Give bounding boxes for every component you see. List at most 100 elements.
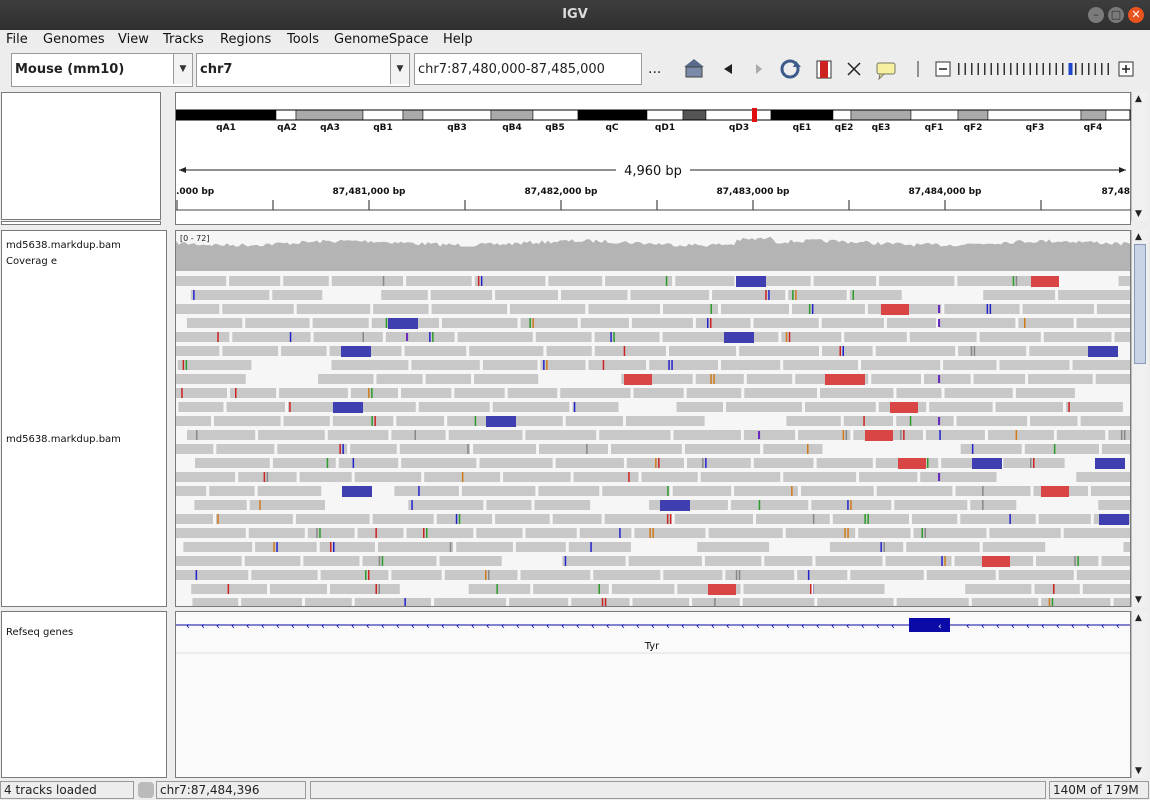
cytoband (850, 109, 912, 121)
read (956, 416, 1028, 426)
zoom-out-icon[interactable] (935, 61, 951, 77)
strand-arrow-icon: ‹ (891, 621, 895, 632)
maximize-icon[interactable]: □ (1108, 7, 1124, 23)
mismatch (1074, 556, 1076, 566)
read (548, 276, 603, 286)
coverage-track[interactable] (176, 236, 1130, 271)
header-scrollbar[interactable]: ▲ ▼ (1131, 92, 1148, 221)
mismatch (1053, 444, 1056, 454)
mismatch (449, 542, 452, 552)
mismatch (807, 444, 809, 454)
forward-icon[interactable] (756, 64, 762, 74)
insert-size-read (865, 430, 893, 441)
ruler-tick-label: 87,483,000 bp (717, 187, 791, 197)
status-memory: 140M of 179M (1049, 781, 1149, 799)
menu-tracks[interactable]: Tracks (163, 32, 204, 47)
read (704, 556, 762, 566)
read (255, 542, 317, 552)
cytoband-label: qB4 (502, 123, 522, 133)
minimize-icon[interactable]: – (1088, 7, 1104, 23)
close-icon[interactable]: ✕ (1128, 7, 1144, 23)
zoom-tick (977, 63, 979, 75)
genome-dropdown[interactable]: Mouse (mm10) ▼ (11, 53, 193, 87)
roi-icon[interactable] (816, 60, 832, 79)
menu-regions[interactable]: Regions (220, 32, 272, 47)
cytoband-label: qA3 (320, 123, 340, 133)
read (843, 416, 894, 426)
strand-arrow-icon: ‹ (546, 621, 550, 632)
cytoband-label: qC (605, 123, 618, 133)
menu-tools[interactable]: Tools (287, 32, 320, 47)
low-mapq-read (1095, 458, 1125, 469)
locus-input[interactable]: chr7:87,480,000-87,485,000 (414, 53, 642, 85)
read (763, 444, 823, 454)
read (925, 430, 985, 440)
zoom-in-icon[interactable] (1118, 61, 1134, 77)
mismatch (374, 416, 376, 426)
mismatch (455, 514, 458, 524)
fit-icon[interactable] (847, 62, 861, 76)
alignment-scrollbar[interactable]: ▲ ▼ (1131, 230, 1148, 607)
read (753, 458, 814, 468)
menu-file[interactable]: File (6, 32, 28, 47)
mismatch (765, 290, 767, 300)
read (357, 528, 404, 538)
alignment-name-panel: md5638.markdup.bam Coverag e md5638.mark… (1, 230, 167, 607)
mismatch (480, 276, 483, 286)
strand-arrow-icon: ‹ (186, 621, 190, 632)
mismatch (880, 542, 882, 552)
chevron-down-icon[interactable]: ▼ (390, 54, 409, 84)
chromosome-dropdown[interactable]: chr7 ▼ (196, 53, 410, 87)
read (272, 458, 336, 468)
strand-arrow-icon: ‹ (696, 621, 700, 632)
strand-arrow-icon: ‹ (261, 621, 265, 632)
chromosome-ideogram[interactable]: qA1 qA2 qA3 qB1 qB3 qB4 qB5 qC qD1 qD3 qE1 qE2 qE3 qF… (175, 109, 1131, 133)
insert-size-read (708, 584, 736, 595)
read (958, 346, 1027, 356)
read (394, 486, 459, 496)
read (209, 486, 255, 496)
read (295, 514, 370, 524)
zoom-tick (1088, 63, 1090, 75)
read (1108, 430, 1150, 440)
strand-arrows: ‹ ‹ ‹ ‹ ‹ ‹ ‹ ‹ ‹ ‹ ‹ ‹ ‹ ‹ ‹ ‹ ‹ ‹ ‹ ‹ ‹ ‹ ‹ ‹ ‹ ‹ ‹ ‹ ‹ ‹ ‹ ‹ ‹ ‹ ‹ ‹ ‹ ‹ ‹ ‹… (186, 621, 1120, 632)
cytoband (705, 109, 772, 121)
zoom-tick (984, 63, 986, 75)
genes-track-name[interactable]: Refseq genes (6, 627, 74, 638)
alignment-track-name[interactable]: md5638.markdup.bam (6, 434, 121, 445)
strand-arrow-icon: ‹ (801, 621, 805, 632)
scroll-thumb[interactable] (1134, 244, 1146, 364)
zoom-slider[interactable] (958, 63, 1109, 75)
coverage-track-name[interactable]: md5638.markdup.bam Coverag e (6, 240, 121, 267)
menu-genomespace[interactable]: GenomeSpace (334, 32, 429, 47)
refresh-icon[interactable] (780, 59, 801, 79)
menu-help[interactable]: Help (443, 32, 473, 47)
strand-arrow-icon: ‹ (621, 621, 625, 632)
gene-track[interactable]: ‹ ‹ ‹ ‹ ‹ ‹ ‹ ‹ ‹ ‹ ‹ ‹ ‹ ‹ ‹ ‹ ‹ ‹ ‹ ‹ ‹ ‹ ‹ ‹ ‹ ‹ ‹ ‹ ‹ ‹ ‹ ‹ ‹ ‹ ‹ ‹ ‹ ‹ ‹ ‹… (176, 612, 1130, 777)
zoom-tick (1016, 63, 1018, 75)
mismatch (613, 332, 615, 342)
read (473, 444, 537, 454)
ruler[interactable]: .000 bp 87,481,000 bp 87,482,000 bp 87,483,… (176, 187, 1130, 210)
read (509, 598, 569, 608)
go-button[interactable]: ... (648, 61, 662, 77)
strand-arrow-icon: ‹ (561, 621, 565, 632)
popup-icon[interactable] (876, 62, 896, 81)
read (313, 332, 383, 342)
read (695, 374, 744, 384)
mismatch (362, 332, 364, 342)
feature-scrollbar[interactable]: ▲ ▼ (1131, 611, 1148, 778)
mismatch (193, 290, 195, 300)
menu-view[interactable]: View (118, 32, 149, 47)
gene-exon[interactable] (909, 618, 950, 632)
mismatch (532, 318, 534, 328)
ideogram-ruler: qA1 qA2 qA3 qB1 qB3 qB4 qB5 qC qD1 qD3 qE1 qE2 qE3 qF… (175, 108, 1132, 211)
chevron-down-icon[interactable]: ▼ (173, 54, 192, 84)
back-icon[interactable] (724, 64, 732, 74)
menu-genomes[interactable]: Genomes (43, 32, 105, 47)
strand-arrow-icon: ‹ (1086, 621, 1090, 632)
read (739, 346, 819, 356)
home-icon[interactable] (684, 59, 704, 78)
